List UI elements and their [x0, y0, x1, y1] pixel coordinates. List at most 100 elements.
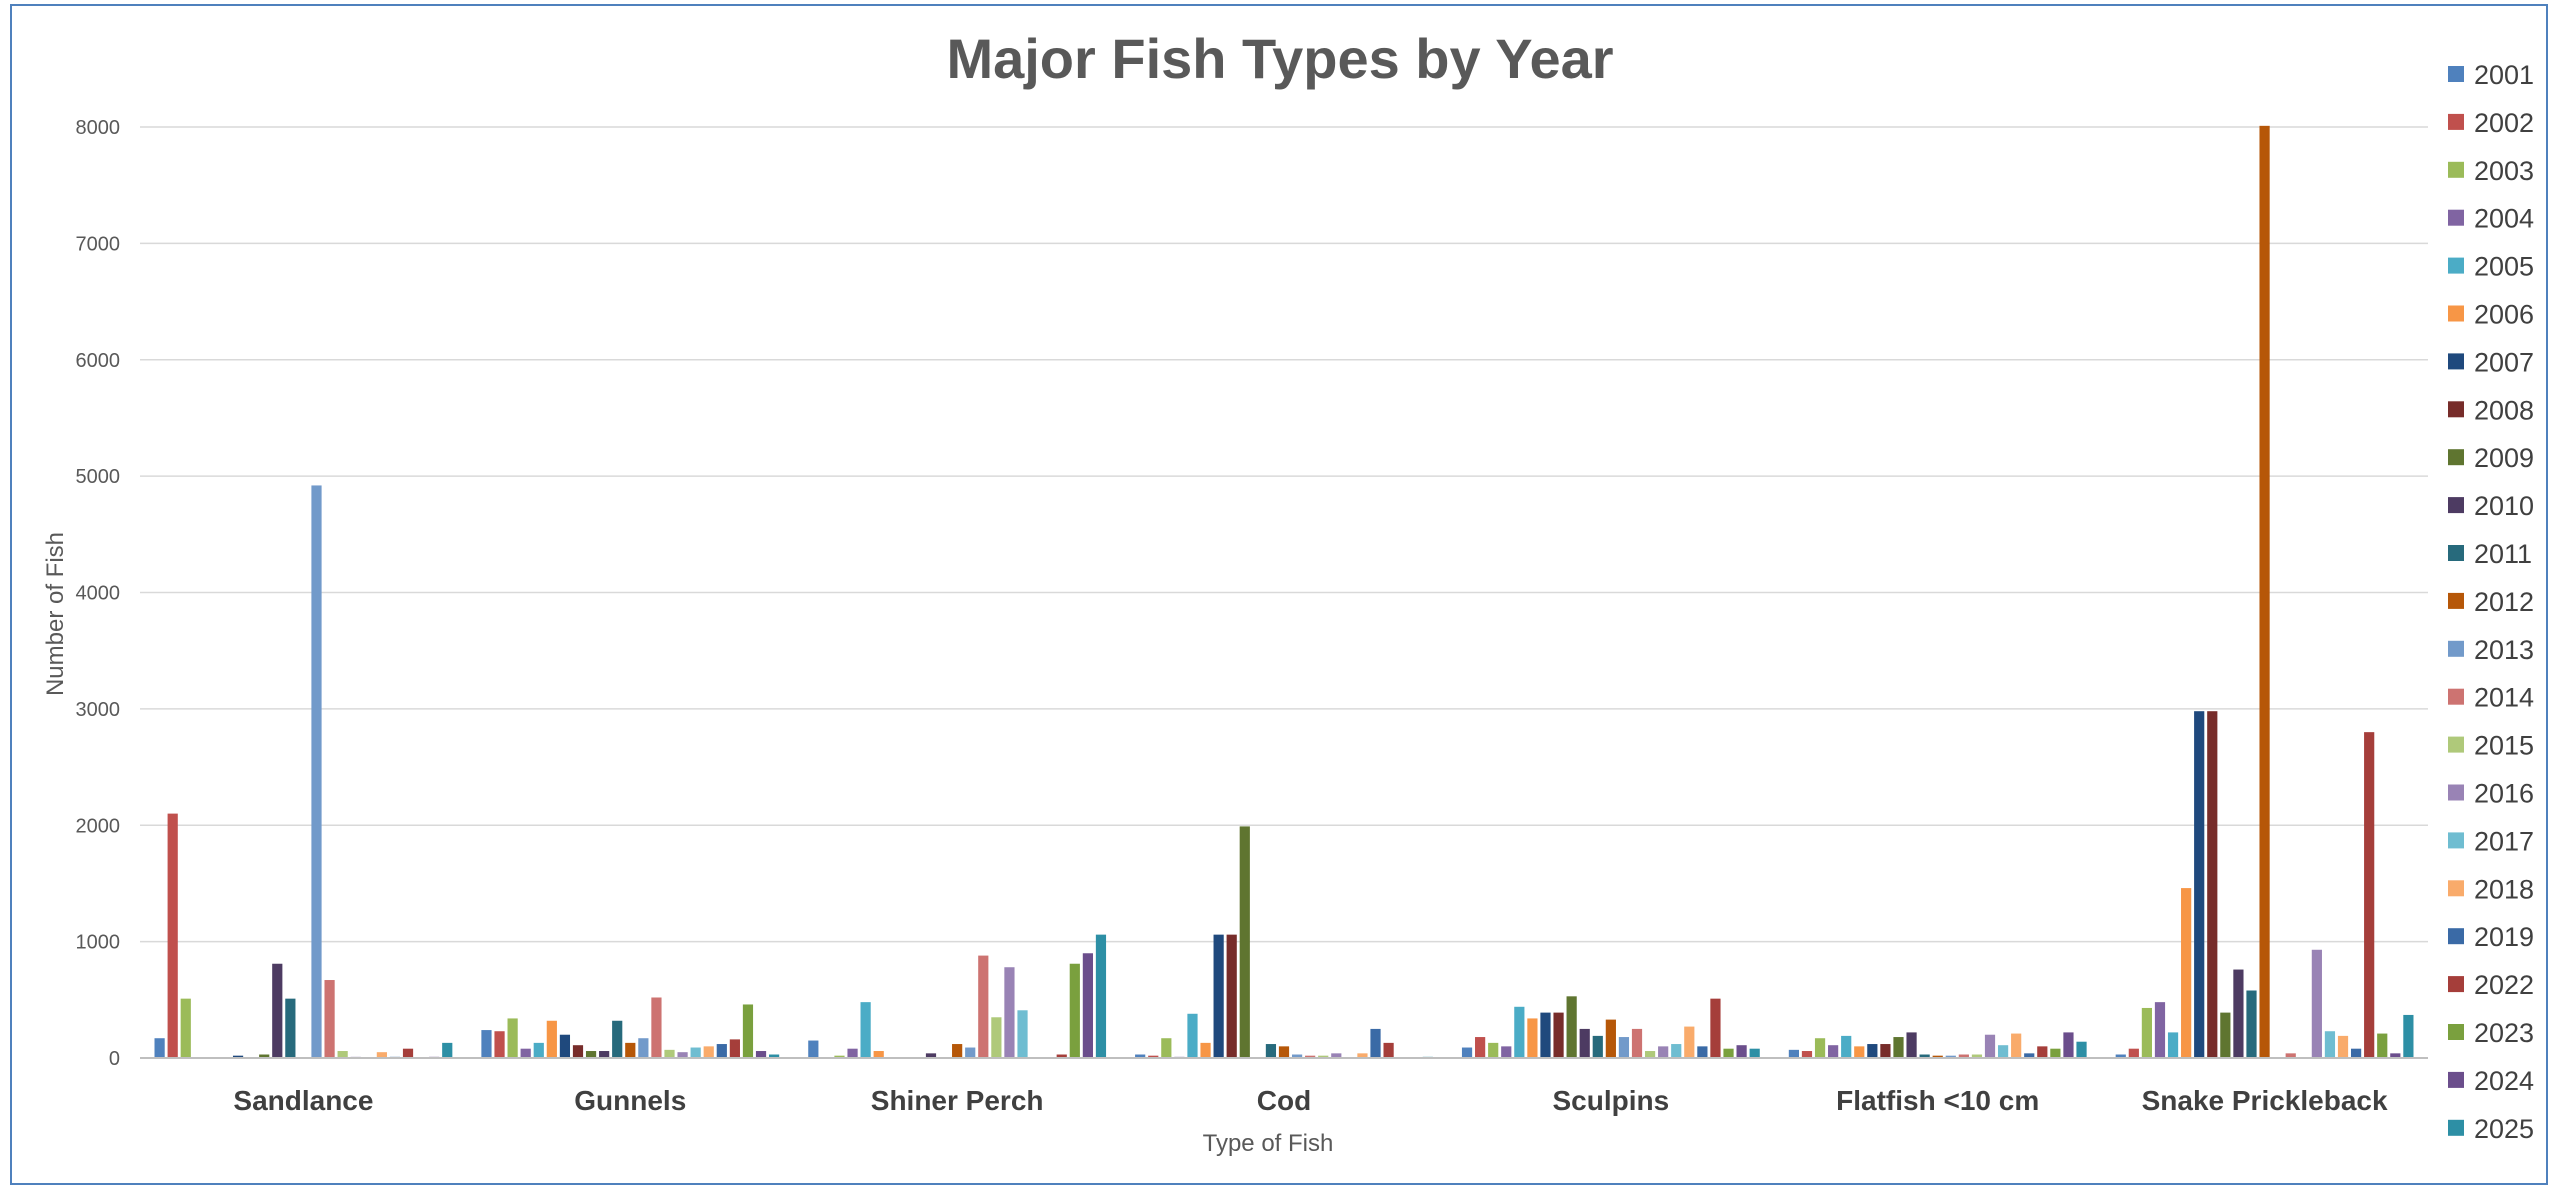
bar — [1017, 1010, 1028, 1058]
legend-swatch — [2448, 1071, 2464, 1088]
bar — [1932, 1055, 1943, 1058]
bar — [1370, 1028, 1381, 1058]
bar — [1527, 1018, 1538, 1058]
y-tick-label: 0 — [109, 1048, 120, 1070]
bar — [232, 1055, 244, 1058]
bar — [1488, 1042, 1499, 1058]
bar — [167, 813, 178, 1058]
legend-label: 2007 — [2474, 347, 2534, 377]
bar — [402, 1048, 414, 1058]
bar — [2403, 1014, 2414, 1058]
y-axis-ticks: 0 1000 2000 3000 4000 5000 6000 7000 8000 — [76, 117, 121, 1070]
bar — [664, 1049, 675, 1058]
legend-label: 2012 — [2474, 587, 2534, 617]
bar — [1592, 1035, 1603, 1058]
bar — [742, 1004, 754, 1058]
bar — [599, 1051, 610, 1058]
bar — [1501, 1046, 1512, 1058]
bar — [1644, 1051, 1656, 1058]
bar — [834, 1055, 845, 1058]
y-tick-label: 3000 — [76, 699, 121, 721]
bar — [1997, 1045, 2009, 1058]
bar — [1239, 826, 1250, 1058]
bar — [1618, 1037, 1630, 1058]
bar — [612, 1020, 623, 1058]
bar — [1971, 1054, 1983, 1058]
legend-label: 2004 — [2474, 204, 2534, 234]
bar — [2076, 1041, 2087, 1058]
legend-swatch — [2448, 928, 2464, 945]
bar — [1906, 1032, 1917, 1058]
bar — [952, 1044, 963, 1058]
bar — [625, 1042, 636, 1058]
legend-swatch — [2448, 592, 2464, 609]
bar — [507, 1018, 518, 1058]
bar — [1318, 1055, 1329, 1058]
legend-swatch — [2448, 784, 2464, 801]
bar — [337, 1051, 348, 1058]
bar — [690, 1047, 701, 1058]
bar — [1671, 1044, 1682, 1058]
legend-label: 2015 — [2474, 731, 2534, 761]
legend-swatch — [2448, 832, 2464, 849]
legend-swatch — [2448, 545, 2464, 561]
category-label: Gunnels — [574, 1085, 686, 1116]
bar — [1854, 1046, 1865, 1058]
bar — [1919, 1054, 1930, 1058]
y-tick-label: 8000 — [76, 117, 121, 139]
bar — [729, 1039, 740, 1058]
bar — [1867, 1044, 1878, 1058]
bar — [1135, 1054, 1146, 1058]
bar — [494, 1031, 505, 1058]
legend-label: 2014 — [2474, 683, 2534, 713]
bar — [1880, 1044, 1891, 1058]
bar — [1553, 1012, 1564, 1058]
bar — [716, 1044, 727, 1058]
legend-label: 2023 — [2474, 1018, 2534, 1048]
bar — [376, 1052, 387, 1058]
chart-title: Major Fish Types by Year — [946, 27, 1613, 90]
legend-swatch — [2448, 976, 2464, 993]
category-label: Flatfish <10 cm — [1836, 1085, 2039, 1116]
legend-swatch — [2448, 688, 2464, 705]
bar — [2115, 1054, 2126, 1058]
legend-swatch — [2448, 1119, 2464, 1136]
bar — [259, 1054, 270, 1058]
legend-label: 2005 — [2474, 252, 2534, 282]
bar — [1095, 934, 1107, 1058]
bar — [2390, 1053, 2401, 1058]
category-label: Sandlance — [233, 1085, 373, 1116]
legend-label: 2010 — [2474, 491, 2534, 521]
bar — [1161, 1038, 1172, 1058]
category-label: Cod — [1257, 1085, 1311, 1116]
bar — [1684, 1026, 1695, 1058]
legend-swatch — [2448, 66, 2464, 82]
legend-label: 2022 — [2474, 970, 2534, 1000]
legend-swatch — [2448, 1024, 2464, 1040]
bar — [2037, 1046, 2048, 1058]
bar — [1749, 1048, 1760, 1058]
category-label: Snake Prickleback — [2142, 1085, 2388, 1116]
bar — [677, 1052, 688, 1058]
legend-label: 2006 — [2474, 300, 2534, 330]
legend-swatch — [2448, 353, 2464, 370]
bar — [1213, 934, 1224, 1058]
bar — [272, 963, 283, 1058]
bar — [442, 1042, 453, 1058]
bar — [154, 1038, 165, 1058]
bar — [965, 1047, 976, 1058]
bar — [1605, 1019, 1616, 1058]
bar — [2194, 711, 2205, 1058]
bar — [2167, 1032, 2179, 1058]
bar — [873, 1051, 884, 1058]
y-tick-label: 6000 — [76, 350, 121, 372]
legend-swatch — [2448, 161, 2464, 178]
bar — [2324, 1031, 2336, 1058]
bar — [1631, 1028, 1643, 1058]
bar — [1305, 1055, 1316, 1058]
legend-swatch — [2448, 401, 2464, 418]
category-labels: Sandlance Gunnels Shiner Perch Cod Sculpins F… — [233, 1085, 2388, 1116]
bar — [2285, 1053, 2296, 1058]
y-tick-label: 1000 — [76, 932, 121, 954]
